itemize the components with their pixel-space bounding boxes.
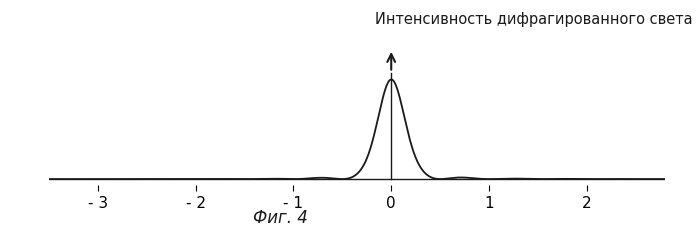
Text: Интенсивность дифрагированного света: Интенсивность дифрагированного света (375, 12, 693, 27)
Text: Фиг. 4: Фиг. 4 (253, 208, 307, 226)
